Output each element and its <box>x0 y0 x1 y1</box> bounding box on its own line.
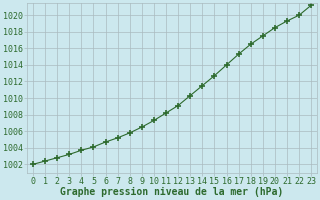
X-axis label: Graphe pression niveau de la mer (hPa): Graphe pression niveau de la mer (hPa) <box>60 187 284 197</box>
